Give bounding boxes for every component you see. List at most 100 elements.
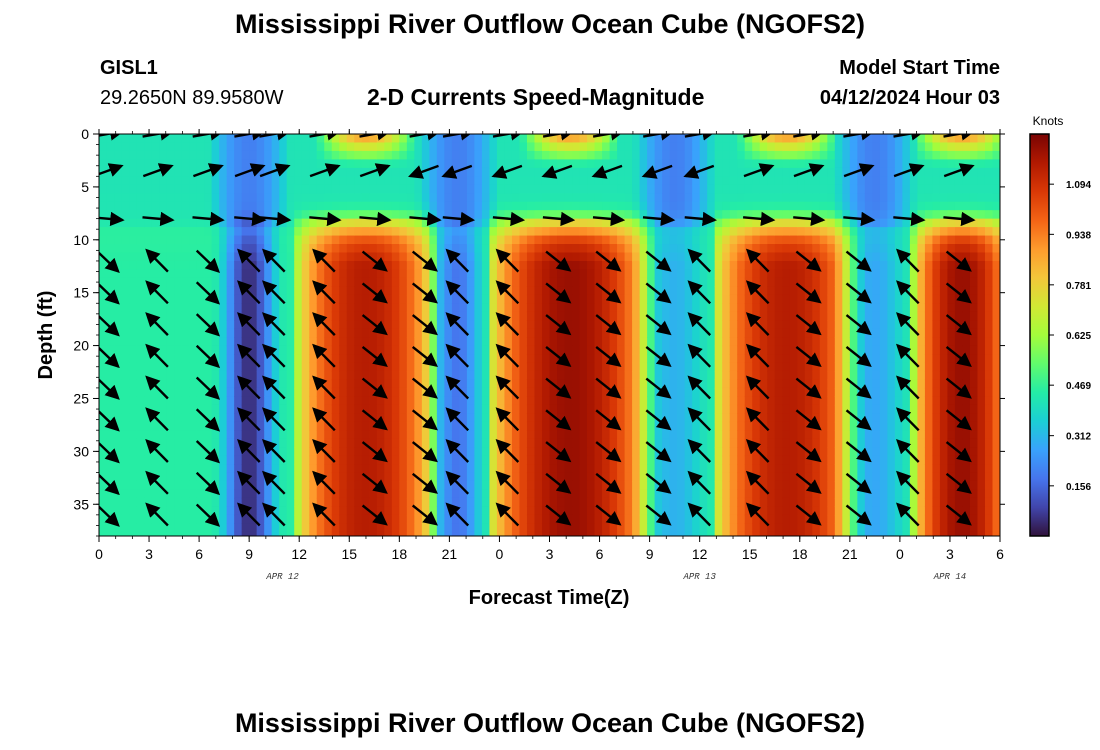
heat-cell: [414, 201, 423, 211]
heat-cell: [789, 134, 798, 144]
heat-cell: [339, 514, 348, 524]
heat-cell: [707, 235, 716, 245]
model-start-label: Model Start Time: [839, 57, 1000, 79]
heat-cell: [647, 506, 656, 516]
heat-cell: [331, 142, 340, 152]
heat-cell: [737, 328, 746, 338]
heat-cell: [722, 404, 731, 414]
heat-cell: [639, 345, 648, 355]
heat-cell: [767, 523, 776, 533]
heat-cell: [849, 421, 858, 431]
heat-cell: [864, 235, 873, 245]
heat-cell: [737, 497, 746, 507]
heat-cell: [789, 303, 798, 313]
heat-cell: [474, 252, 483, 262]
heat-cell: [406, 370, 415, 381]
heat-cell: [744, 294, 753, 304]
heat-cell: [737, 252, 746, 262]
heat-cell: [196, 252, 205, 262]
heat-cell: [219, 176, 228, 186]
heat-cell: [564, 201, 573, 211]
heat-cell: [872, 311, 881, 321]
heat-cell: [294, 235, 303, 245]
heat-cell: [489, 370, 498, 381]
heat-cell: [444, 303, 453, 313]
heat-cell: [707, 150, 716, 160]
heat-cell: [241, 303, 250, 313]
heat-cell: [331, 244, 340, 254]
heat-cell: [331, 480, 340, 491]
heat-cell: [354, 379, 363, 389]
heat-cell: [331, 514, 340, 524]
heat-cell: [699, 404, 708, 414]
heat-cell: [249, 531, 258, 536]
heat-cell: [834, 464, 843, 474]
heat-cell: [819, 421, 828, 431]
heat-cell: [594, 370, 603, 381]
heat-cell: [99, 218, 108, 228]
heat-cell: [346, 430, 355, 440]
heat-cell: [211, 497, 220, 507]
heat-cell: [369, 244, 378, 254]
heat-cell: [354, 277, 363, 287]
heat-cell: [384, 438, 393, 448]
heat-cell: [572, 379, 581, 389]
heat-cell: [399, 311, 408, 321]
heat-cell: [151, 201, 160, 211]
heat-cell: [324, 277, 333, 287]
heat-cell: [354, 167, 363, 177]
heat-cell: [474, 277, 483, 287]
heat-cell: [752, 455, 761, 465]
heat-cell: [729, 218, 738, 228]
heat-cell: [249, 489, 258, 499]
heat-cell: [872, 184, 881, 194]
heat-cell: [624, 354, 633, 364]
heat-cell: [864, 337, 873, 347]
heat-cell: [857, 472, 866, 482]
heat-cell: [782, 142, 791, 152]
heat-cell: [339, 472, 348, 482]
heat-cell: [864, 227, 873, 237]
heat-cell: [399, 497, 408, 507]
heat-cell: [767, 142, 776, 152]
heat-cell: [827, 447, 836, 457]
heat-cell: [391, 286, 400, 296]
heat-cell: [654, 201, 663, 211]
heat-cell: [241, 184, 250, 194]
heat-cell: [384, 531, 393, 536]
heat-cell: [451, 514, 460, 524]
heat-cell: [534, 235, 543, 245]
heat-cell: [737, 269, 746, 279]
heat-cell: [316, 370, 325, 381]
heat-cell: [511, 337, 521, 347]
heat-cell: [842, 328, 851, 338]
heat-cell: [797, 480, 806, 491]
heat-cell: [331, 193, 340, 203]
heat-cell: [301, 421, 310, 431]
heat-cell: [714, 497, 723, 507]
heat-cell: [677, 244, 686, 254]
heat-cell: [511, 227, 521, 237]
heat-cell: [579, 489, 588, 499]
heat-cell: [511, 497, 521, 507]
heat-cell: [226, 286, 235, 296]
heat-cell: [481, 337, 491, 347]
heat-cell: [144, 176, 153, 186]
heat-cell: [511, 277, 521, 287]
heat-cell: [481, 370, 491, 381]
heat-cell: [136, 472, 145, 482]
heat-cell: [609, 150, 618, 160]
heat-cell: [774, 201, 783, 211]
heat-cell: [114, 320, 123, 330]
heat-cell: [579, 430, 588, 440]
heat-cell: [301, 294, 310, 304]
heat-cell: [369, 159, 378, 169]
heat-cell: [564, 472, 573, 482]
heat-cell: [339, 480, 348, 491]
heat-cell: [384, 480, 393, 491]
heat-cell: [399, 303, 408, 313]
heat-cell: [639, 497, 648, 507]
heat-cell: [857, 244, 866, 254]
heat-cell: [639, 303, 648, 313]
heat-cell: [249, 311, 258, 321]
